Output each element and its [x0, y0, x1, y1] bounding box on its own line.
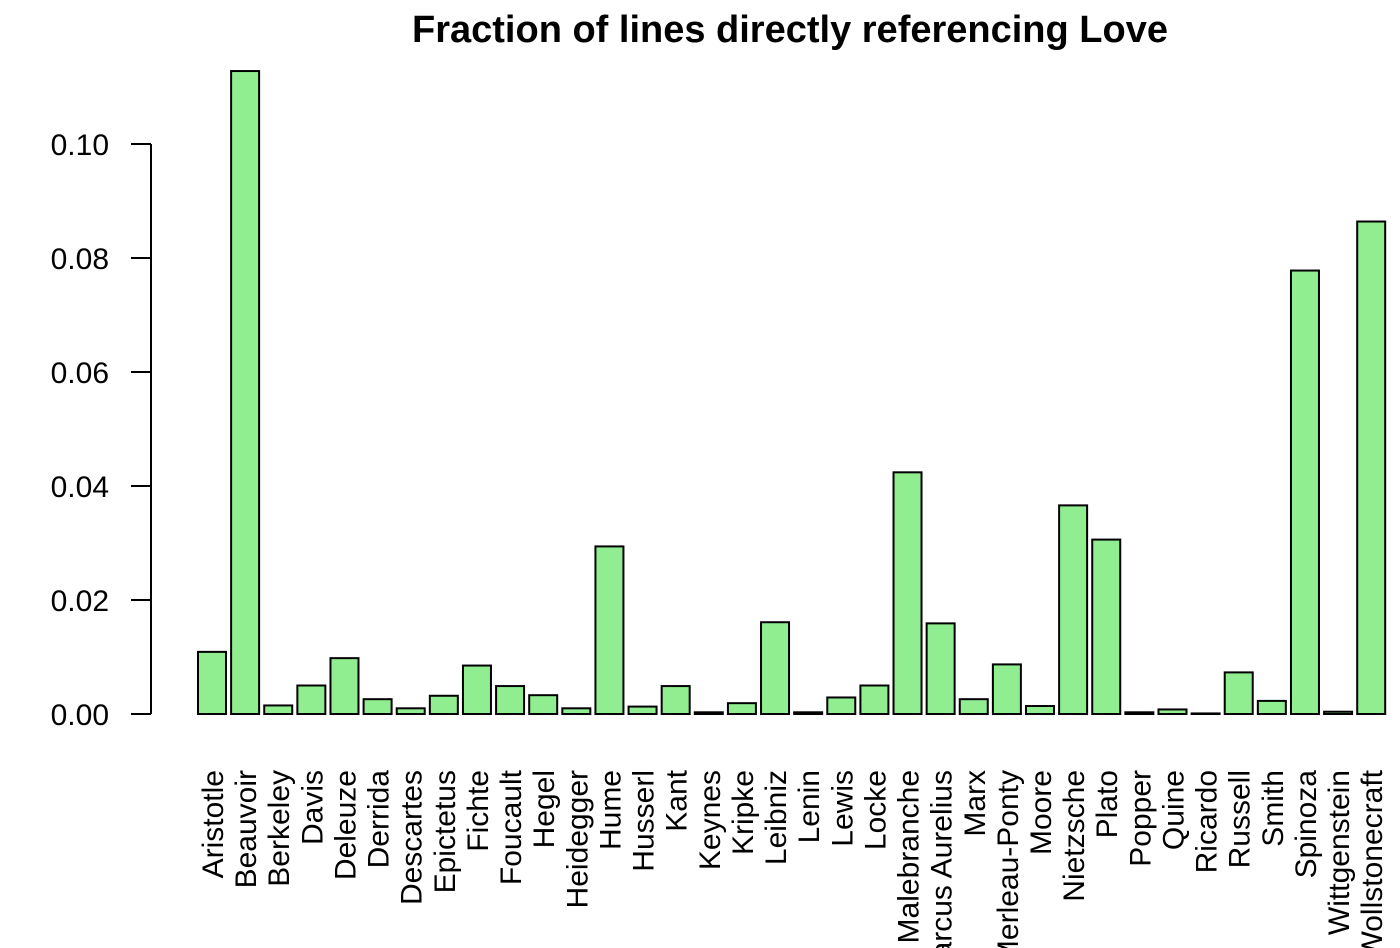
x-tick-label: Leibniz — [760, 770, 793, 865]
bar-lewis — [826, 696, 857, 715]
x-tick-label: Beauvoir — [230, 770, 263, 888]
bar-quine — [1157, 708, 1188, 716]
y-tick-label: 0.00 — [51, 699, 109, 732]
x-tick-label: Locke — [859, 770, 892, 850]
x-tick-label: Popper — [1124, 770, 1157, 867]
bar-derrida — [362, 698, 393, 715]
bar-descartes — [395, 707, 426, 715]
x-tick-label: Deleuze — [329, 770, 362, 880]
bar-husserl — [627, 705, 658, 716]
x-tick-label: Wollstonecraft — [1356, 769, 1389, 948]
x-tick-label: Hume — [594, 770, 627, 850]
x-tick-label: Descartes — [396, 770, 429, 905]
x-tick-label: Kripke — [727, 770, 760, 855]
x-tick-label: Wittgenstein — [1323, 770, 1356, 935]
bar-hume — [594, 545, 625, 715]
x-tick-label: Derrida — [363, 770, 396, 869]
x-tick-label: Russell — [1224, 770, 1257, 868]
x-tick-label: Moore — [1025, 770, 1058, 855]
bar-spinoza — [1289, 269, 1320, 715]
bar-heidegger — [561, 707, 592, 715]
x-tick-label: Marcus Aurelius — [926, 770, 959, 948]
x-tick-label: Aristotle — [197, 770, 230, 878]
x-tick-label: Spinoza — [1290, 770, 1323, 879]
x-tick-label: Lenin — [793, 770, 826, 843]
x-tick-label: Epictetus — [429, 770, 462, 893]
bar-kant — [660, 685, 691, 716]
x-tick-label: Ricardo — [1191, 770, 1224, 873]
bar-merleau-ponty — [991, 663, 1022, 715]
bars — [197, 70, 1387, 716]
bar-foucault — [495, 685, 526, 716]
bar-aristotle — [197, 650, 227, 715]
x-tick-label: Nietzsche — [1058, 770, 1091, 902]
bar-nietzsche — [1058, 504, 1089, 715]
x-tick-label: Fichte — [462, 770, 495, 852]
x-tick-label: Marx — [959, 770, 992, 837]
bar-deleuze — [329, 657, 360, 716]
bar-moore — [1025, 705, 1055, 716]
x-axis-labels: Aristotle Beauvoir Berkeley Davis Deleuze Der… — [197, 769, 1389, 948]
bar-smith — [1256, 699, 1287, 716]
bar-epictetus — [428, 694, 459, 716]
x-tick-label: Kant — [661, 769, 694, 831]
bar-ricardo — [1190, 712, 1221, 715]
bar-marcus-aurelius — [925, 622, 956, 715]
x-tick-label: Plato — [1091, 770, 1124, 838]
bar-wollstonecraft — [1356, 220, 1387, 716]
x-tick-label: Smith — [1257, 770, 1290, 847]
x-tick-label: Davis — [296, 770, 329, 845]
bar-malebranche — [892, 471, 923, 715]
x-tick-label: Lewis — [826, 770, 859, 847]
bar-lenin — [793, 711, 824, 715]
x-tick-label: Heidegger — [561, 770, 594, 908]
bar-beauvoir — [230, 70, 261, 716]
bar-kripke — [726, 702, 757, 715]
bar-fichte — [461, 664, 492, 715]
bar-plato — [1091, 538, 1122, 716]
bar-locke — [859, 684, 890, 715]
x-tick-label: Foucault — [495, 769, 528, 885]
x-tick-label: Berkeley — [263, 770, 296, 887]
x-tick-label: Merleau-Ponty — [992, 770, 1025, 948]
bar-keynes — [693, 711, 724, 715]
x-tick-label: Quine — [1157, 770, 1190, 850]
x-tick-label: Husserl — [628, 770, 661, 872]
bar-popper — [1124, 711, 1155, 715]
chart-title: Fraction of lines directly referencing L… — [412, 9, 1168, 51]
bar-marx — [958, 698, 989, 715]
bar-wittgenstein — [1323, 710, 1354, 715]
y-tick-label: 0.08 — [51, 243, 109, 276]
y-tick-label: 0.02 — [51, 585, 109, 618]
y-axis: 0.00 0.02 0.04 0.06 0.08 0.10 — [51, 129, 152, 732]
bar-davis — [296, 684, 327, 715]
bar-russell — [1223, 671, 1254, 716]
x-tick-label: Hegel — [528, 770, 561, 848]
x-tick-label: Keynes — [694, 770, 727, 870]
bar-leibniz — [760, 621, 791, 715]
x-tick-label: Malebranche — [893, 770, 926, 943]
y-tick-label: 0.04 — [51, 471, 109, 504]
bar-berkeley — [263, 704, 294, 716]
bar-hegel — [528, 694, 559, 716]
y-tick-label: 0.10 — [51, 129, 109, 162]
y-tick-label: 0.06 — [51, 357, 109, 390]
